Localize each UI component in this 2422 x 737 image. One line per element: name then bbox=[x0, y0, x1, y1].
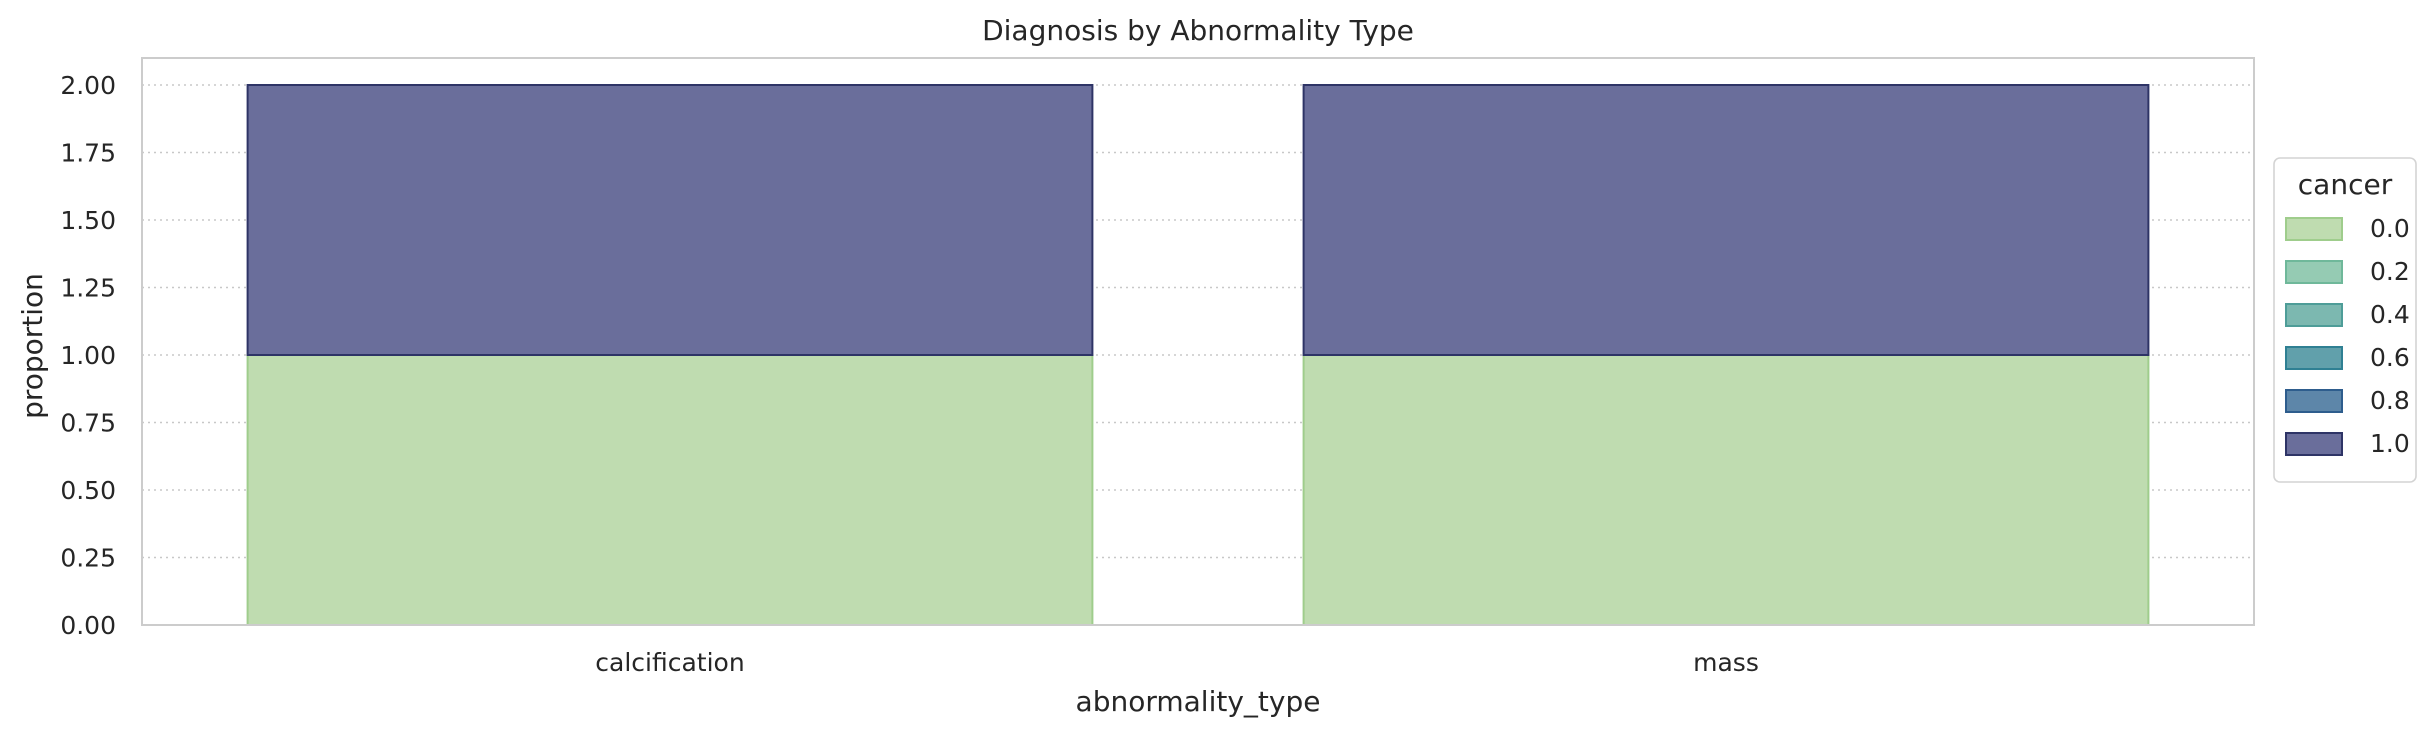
legend-swatch bbox=[2285, 432, 2343, 456]
y-tick-label: 0.00 bbox=[60, 611, 116, 640]
legend-label: 0.6 bbox=[2370, 343, 2410, 372]
y-tick-label: 1.00 bbox=[60, 341, 116, 370]
x-axis-ticks: calcification mass bbox=[595, 648, 1759, 677]
y-tick-label: 1.50 bbox=[60, 206, 116, 235]
legend-swatch bbox=[2285, 389, 2343, 413]
legend-swatch bbox=[2285, 260, 2343, 284]
x-tick-label: calcification bbox=[595, 648, 744, 677]
x-axis-title: abnormality_type bbox=[1076, 685, 1321, 718]
x-tick-label: mass bbox=[1693, 648, 1759, 677]
bar-mass-cancer-1.0 bbox=[1302, 84, 2150, 356]
legend-label: 1.0 bbox=[2370, 429, 2410, 458]
legend-swatch bbox=[2285, 217, 2343, 241]
legend-swatch bbox=[2285, 303, 2343, 327]
legend-label: 0.8 bbox=[2370, 386, 2410, 415]
y-tick-label: 0.75 bbox=[60, 409, 116, 438]
bar-calcification-cancer-0.0 bbox=[246, 354, 1094, 626]
bars bbox=[246, 84, 2150, 626]
legend-label: 0.0 bbox=[2370, 214, 2410, 243]
bar-mass-cancer-0.0 bbox=[1302, 354, 2150, 626]
plot-frame bbox=[141, 57, 2255, 626]
y-tick-label: 1.25 bbox=[60, 274, 116, 303]
y-tick-label: 0.50 bbox=[60, 476, 116, 505]
y-axis-ticks: 0.00 0.25 0.50 0.75 1.00 1.25 1.50 1.75 2.00 bbox=[60, 71, 116, 640]
y-tick-label: 0.25 bbox=[60, 544, 116, 573]
legend-title: cancer bbox=[2298, 168, 2393, 201]
y-tick-label: 2.00 bbox=[60, 71, 116, 100]
chart-title: Diagnosis by Abnormality Type bbox=[982, 14, 1414, 47]
legend-label: 0.4 bbox=[2370, 300, 2410, 329]
legend: cancer 0.0 0.2 0.4 0.6 0.8 1.0 bbox=[2273, 157, 2417, 483]
legend-swatch bbox=[2285, 346, 2343, 370]
bar-calcification-cancer-1.0 bbox=[246, 84, 1094, 356]
y-tick-label: 1.75 bbox=[60, 139, 116, 168]
y-axis-title: proportion bbox=[16, 273, 49, 419]
legend-label: 0.2 bbox=[2370, 257, 2410, 286]
